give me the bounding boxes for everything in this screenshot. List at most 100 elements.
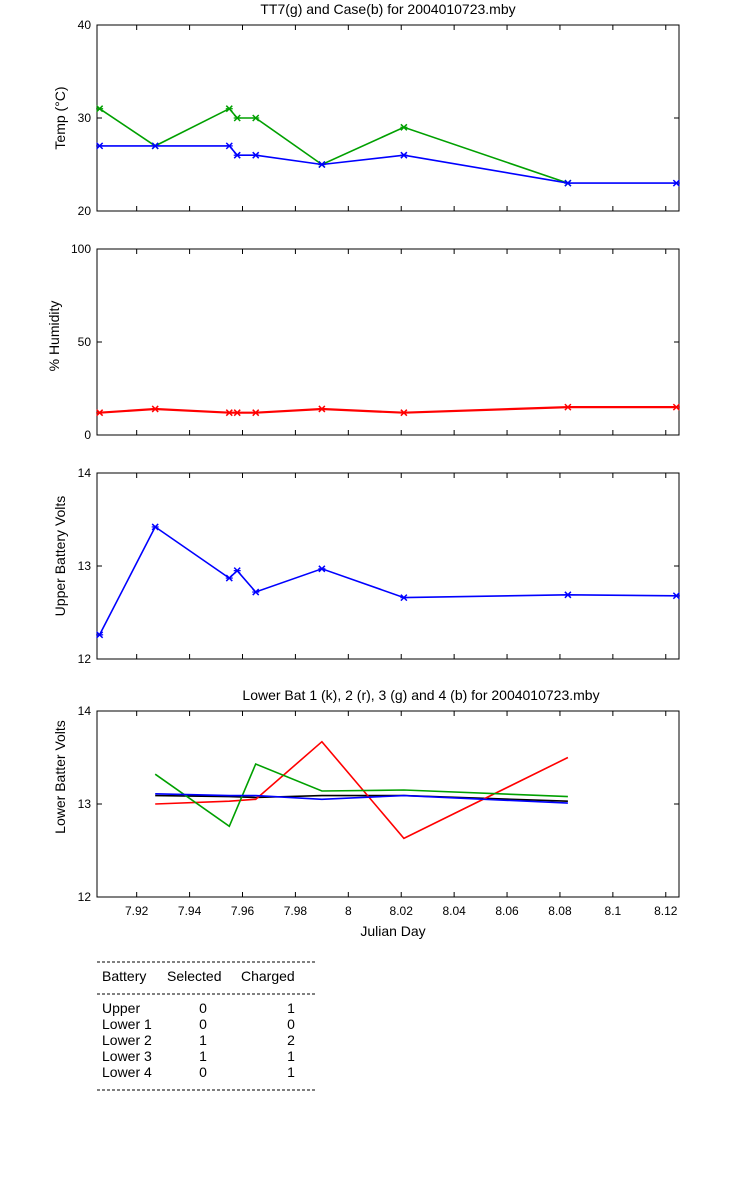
lower-battery-plot-area <box>97 710 679 898</box>
lower-battery-panel: Lower Bat 1 (k), 2 (r), 3 (g) and 4 (b) … <box>52 687 680 939</box>
upper-battery-panel-frame <box>96 472 680 660</box>
table-cell-battery: Lower 3 <box>102 1048 152 1064</box>
temp-data-point <box>233 114 241 122</box>
x-tick-labels: 7.92 7.94 7.96 7.98 8 8.02 8.04 8.06 8.08 8.1 8.12 <box>125 904 678 918</box>
temp-y-label: Temp (°C) <box>52 86 68 149</box>
temp-data-point <box>252 151 260 159</box>
upper-battery-series-line-0 <box>98 525 677 636</box>
table-cell-selected: 1 <box>199 1048 207 1064</box>
x-tick-label: 8 <box>345 904 352 918</box>
humidity-plot-area <box>96 248 680 436</box>
temp-data-point <box>252 114 260 122</box>
temp-data-point <box>672 179 680 187</box>
table-cell-charged: 1 <box>287 1064 295 1080</box>
humidity-data-point <box>318 405 326 413</box>
temp-ytick-30: 30 <box>78 111 92 125</box>
humidity-ytick-100: 100 <box>71 242 91 256</box>
upper-battery-data-point <box>96 631 104 639</box>
upper-battery-plot-area <box>96 472 680 660</box>
x-tick-label: 8.06 <box>495 904 519 918</box>
x-tick-label: 8.08 <box>548 904 572 918</box>
table-cell-battery: Lower 1 <box>102 1016 152 1032</box>
upper-battery-data-point <box>233 567 241 575</box>
upper-battery-data-point <box>672 592 680 600</box>
x-tick-label: 8.12 <box>654 904 678 918</box>
humidity-data-point <box>564 403 572 411</box>
table-header-selected: Selected <box>167 968 221 984</box>
table-cell-selected: 0 <box>199 1016 207 1032</box>
humidity-data-point <box>672 403 680 411</box>
table-cell-charged: 2 <box>287 1032 295 1048</box>
table-cell-selected: 1 <box>199 1032 207 1048</box>
humidity-ytick-50: 50 <box>78 335 92 349</box>
temp-ytick-40: 40 <box>78 18 92 32</box>
x-tick-label: 7.98 <box>284 904 308 918</box>
upper-battery-data-point <box>225 574 233 582</box>
x-tick-label: 8.1 <box>605 904 622 918</box>
temp-data-point <box>225 142 233 150</box>
table-cell-charged: 0 <box>287 1016 295 1032</box>
temp-data-point <box>151 142 159 150</box>
x-tick-label: 7.96 <box>231 904 255 918</box>
table-header-charged: Charged <box>241 968 295 984</box>
temp-data-point <box>400 151 408 159</box>
upper-battery-panel: Upper Battery Volts 12 13 14 <box>52 466 680 666</box>
humidity-panel: % Humidity 0 50 100 <box>46 242 680 442</box>
temp-data-point <box>318 160 326 169</box>
lower-battery-ytick-14: 14 <box>78 704 92 718</box>
upper-battery-ytick-12: 12 <box>78 652 92 666</box>
upper-battery-ytick-13: 13 <box>78 559 92 573</box>
temp-data-point <box>96 142 104 150</box>
x-tick-label: 8.04 <box>442 904 466 918</box>
upper-battery-ytick-14: 14 <box>78 466 92 480</box>
humidity-y-label: % Humidity <box>46 301 62 372</box>
x-tick-label: 7.94 <box>178 904 202 918</box>
humidity-data-point <box>96 409 104 417</box>
table-cell-battery: Upper <box>102 1000 140 1016</box>
temp-series-line-1 <box>99 145 677 184</box>
upper-battery-data-point <box>252 588 260 596</box>
temp-data-point <box>96 105 104 113</box>
temp-series-line-0 <box>99 107 569 184</box>
table-header-battery: Battery <box>102 968 146 984</box>
lower-battery-series-line-1 <box>155 740 569 840</box>
upper-battery-data-point <box>400 594 408 602</box>
x-axis-label: Julian Day <box>360 923 425 939</box>
temp-panel: TT7(g) and Case(b) for 2004010723.mby Te… <box>52 1 680 218</box>
upper-battery-data-point <box>318 565 326 573</box>
temp-data-point <box>225 105 233 113</box>
humidity-data-point <box>225 409 233 417</box>
upper-battery-data-point <box>564 591 572 599</box>
temp-data-point <box>400 123 408 131</box>
temp-data-point <box>233 151 241 159</box>
table-cell-selected: 0 <box>199 1000 207 1016</box>
lower-battery-panel-title: Lower Bat 1 (k), 2 (r), 3 (g) and 4 (b) … <box>242 687 599 703</box>
lower-battery-ytick-12: 12 <box>78 890 92 904</box>
table-cell-charged: 1 <box>287 1000 295 1016</box>
lower-battery-y-label: Lower Batter Volts <box>52 720 68 834</box>
table-cell-battery: Lower 4 <box>102 1064 152 1080</box>
lower-battery-ytick-13: 13 <box>78 797 92 811</box>
lower-battery-panel-frame <box>96 710 680 898</box>
x-tick-label: 7.92 <box>125 904 149 918</box>
temp-panel-title: TT7(g) and Case(b) for 2004010723.mby <box>260 1 515 17</box>
humidity-data-point <box>151 405 159 413</box>
humidity-data-point <box>233 409 241 417</box>
upper-battery-data-point <box>151 523 159 531</box>
table-cell-charged: 1 <box>287 1048 295 1064</box>
humidity-series-line-0 <box>99 406 677 414</box>
temp-ytick-20: 20 <box>78 204 92 218</box>
table-cell-selected: 0 <box>199 1064 207 1080</box>
lower-battery-series-line-3 <box>155 793 568 804</box>
lower-battery-series-line-2 <box>154 762 568 828</box>
table-cell-battery: Lower 2 <box>102 1032 152 1048</box>
upper-battery-y-label: Upper Battery Volts <box>52 496 68 617</box>
temp-plot-area <box>96 24 680 212</box>
x-tick-label: 8.02 <box>390 904 414 918</box>
humidity-ytick-0: 0 <box>84 428 91 442</box>
humidity-data-point <box>400 409 408 417</box>
humidity-data-point <box>252 409 260 417</box>
